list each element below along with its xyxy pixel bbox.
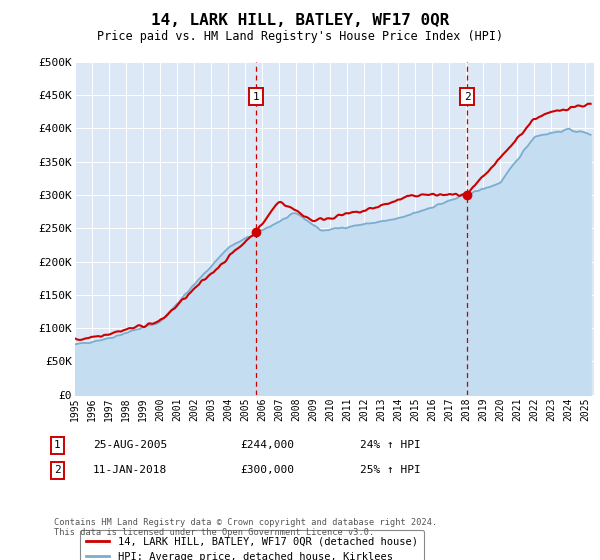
Text: 1: 1 [253,92,260,101]
Legend: 14, LARK HILL, BATLEY, WF17 0QR (detached house), HPI: Average price, detached h: 14, LARK HILL, BATLEY, WF17 0QR (detache… [80,530,424,560]
Text: Price paid vs. HM Land Registry's House Price Index (HPI): Price paid vs. HM Land Registry's House … [97,30,503,44]
Text: 1: 1 [54,440,61,450]
Text: Contains HM Land Registry data © Crown copyright and database right 2024.
This d: Contains HM Land Registry data © Crown c… [54,518,437,537]
Text: 11-JAN-2018: 11-JAN-2018 [93,465,167,475]
Text: 25% ↑ HPI: 25% ↑ HPI [360,465,421,475]
Text: 14, LARK HILL, BATLEY, WF17 0QR: 14, LARK HILL, BATLEY, WF17 0QR [151,13,449,28]
Text: 24% ↑ HPI: 24% ↑ HPI [360,440,421,450]
Text: 2: 2 [464,92,470,101]
Text: £300,000: £300,000 [240,465,294,475]
Text: 2: 2 [54,465,61,475]
Text: £244,000: £244,000 [240,440,294,450]
Text: 25-AUG-2005: 25-AUG-2005 [93,440,167,450]
